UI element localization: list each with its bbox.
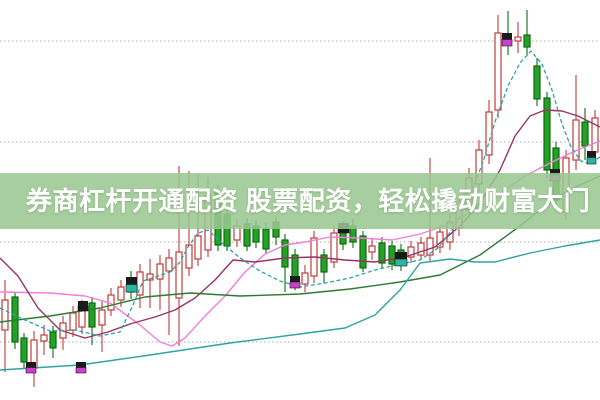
candle-down	[378, 242, 386, 264]
candle-up	[426, 237, 434, 256]
candle-down	[281, 239, 289, 268]
promo-banner-text: 券商杠杆开通配资 股票配资，轻松撬动财富大门	[26, 186, 591, 216]
candle-down	[359, 235, 367, 269]
marker-top	[78, 301, 88, 306]
marker-top	[587, 151, 596, 158]
candle-down	[523, 34, 531, 48]
candle-down	[320, 254, 328, 273]
candle-up	[368, 245, 376, 253]
candle-up	[407, 246, 415, 258]
candle-down	[49, 331, 57, 349]
marker-top	[550, 169, 560, 175]
candle-up	[185, 244, 193, 269]
candle-up	[156, 263, 164, 280]
candle-up	[69, 312, 77, 331]
marker-top	[26, 362, 36, 368]
ma-teal-slow	[0, 239, 600, 371]
candle-up	[301, 272, 309, 285]
candle-down	[543, 97, 551, 171]
candle-down	[388, 245, 396, 265]
marker-bottom	[501, 39, 513, 47]
marker-top	[76, 362, 86, 368]
marker-bottom	[75, 367, 87, 374]
candle-down	[20, 337, 28, 363]
marker-top	[395, 252, 407, 259]
candle-up	[40, 334, 48, 342]
marker-bottom	[289, 281, 301, 289]
marker-bottom	[77, 305, 89, 312]
marker-bottom	[586, 157, 597, 165]
marker-top	[502, 33, 512, 40]
marker-top	[126, 277, 137, 285]
candle-up	[1, 299, 9, 331]
marker-bottom	[25, 367, 37, 374]
candle-up	[175, 251, 183, 299]
candle-up	[572, 119, 580, 161]
candle-down	[262, 228, 270, 250]
marker-bottom	[394, 258, 408, 267]
candle-down	[581, 121, 589, 147]
candle-up	[494, 32, 502, 111]
candle-up	[330, 232, 338, 263]
candle-up	[117, 286, 125, 301]
candle-up	[165, 257, 173, 272]
marker-bottom	[125, 284, 138, 293]
candle-down	[88, 302, 96, 328]
candle-down	[533, 65, 541, 100]
ma-teal-fast	[0, 50, 600, 337]
candle-up	[417, 242, 425, 256]
promo-banner[interactable]: 券商杠杆开通配资 股票配资，轻松撬动财富大门	[0, 173, 600, 229]
candle-up	[514, 36, 522, 42]
ma-dark-magenta	[0, 109, 600, 339]
marker-top	[290, 276, 300, 282]
candle-up	[194, 235, 202, 260]
candle-up	[98, 309, 106, 326]
candle-up	[146, 273, 154, 281]
